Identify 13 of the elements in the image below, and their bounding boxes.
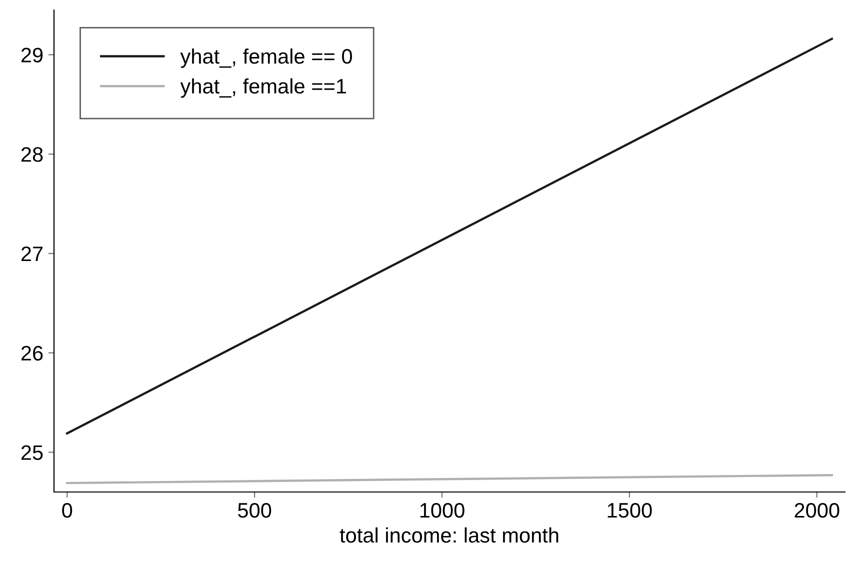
legend-label: yhat_, female == 0 <box>180 48 352 68</box>
x-axis-title: total income: last month <box>340 527 558 543</box>
y-tick-label: 26 <box>21 346 43 361</box>
x-tick-label: 1500 <box>608 502 652 518</box>
y-tick-label: 29 <box>21 48 43 62</box>
y-tick-label: 25 <box>21 445 43 460</box>
y-tick-label: 28 <box>21 147 43 162</box>
x-tick-label: 2000 <box>794 502 840 518</box>
x-tick-label: 1000 <box>420 502 464 518</box>
y-tick-label: 27 <box>21 246 43 262</box>
x-tick-label: 0 <box>62 502 72 518</box>
x-tick-label: 500 <box>238 502 272 518</box>
legend-label: yhat_, female ==1 <box>180 78 346 98</box>
